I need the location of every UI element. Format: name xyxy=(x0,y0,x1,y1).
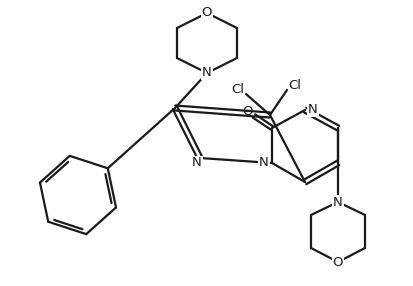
Text: N: N xyxy=(192,156,202,170)
Text: N: N xyxy=(202,67,211,80)
Text: O: O xyxy=(242,106,253,118)
Text: O: O xyxy=(201,7,212,19)
Text: N: N xyxy=(307,104,317,116)
Text: Cl: Cl xyxy=(288,80,301,92)
Text: O: O xyxy=(332,255,342,269)
Text: N: N xyxy=(332,196,342,208)
Text: N: N xyxy=(259,156,268,170)
Text: Cl: Cl xyxy=(231,84,244,96)
